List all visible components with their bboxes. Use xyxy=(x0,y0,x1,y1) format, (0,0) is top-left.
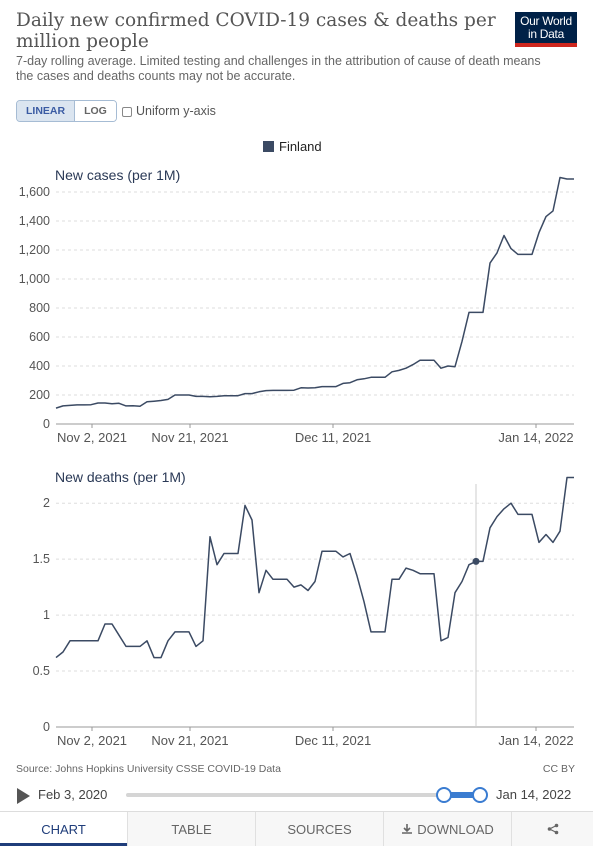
tab-share[interactable] xyxy=(511,812,593,846)
linear-scale-button[interactable]: LINEAR xyxy=(17,101,75,121)
series-line-finland[interactable] xyxy=(55,476,574,659)
x-tick-label: Nov 21, 2021 xyxy=(151,430,228,445)
x-tick-label: Nov 21, 2021 xyxy=(151,733,228,748)
x-tick-label: Nov 2, 2021 xyxy=(57,733,127,748)
chart-title: Daily new confirmed COVID-19 cases & dea… xyxy=(16,10,496,52)
tab-chart-label: CHART xyxy=(41,821,86,837)
scale-toggle: LINEAR LOG xyxy=(16,100,117,122)
timeline-end-handle[interactable] xyxy=(472,787,488,803)
tab-chart[interactable]: CHART xyxy=(0,812,127,846)
tab-download[interactable]: DOWNLOAD xyxy=(383,812,511,846)
y-tick-label: 1,200 xyxy=(19,243,50,257)
x-tick-label: Jan 14, 2022 xyxy=(498,430,573,445)
y-tick-label: 1,000 xyxy=(19,272,50,286)
legend-label-finland: Finland xyxy=(279,139,322,154)
panel-title-cases: New cases (per 1M) xyxy=(55,167,180,183)
play-icon[interactable] xyxy=(17,788,30,804)
x-tick-label: Dec 11, 2021 xyxy=(295,430,371,445)
share-icon xyxy=(547,823,558,835)
log-scale-button[interactable]: LOG xyxy=(74,101,116,121)
tab-sources-label: SOURCES xyxy=(287,821,352,837)
y-tick-label: 2 xyxy=(43,496,50,510)
logo-line-1: Our World xyxy=(520,14,572,28)
tab-sources[interactable]: SOURCES xyxy=(255,812,383,846)
download-icon xyxy=(402,824,413,834)
y-tick-label: 1.5 xyxy=(33,552,50,566)
timeline-start-handle[interactable] xyxy=(436,787,452,803)
x-tick-label: Dec 11, 2021 xyxy=(295,733,371,748)
y-tick-label: 0.5 xyxy=(33,664,50,678)
panel-title-deaths: New deaths (per 1M) xyxy=(55,469,186,485)
timeline-end-label: Jan 14, 2022 xyxy=(496,787,572,802)
source-note[interactable]: Source: Johns Hopkins University CSSE CO… xyxy=(16,763,281,775)
chart-subtitle: 7-day rolling average. Limited testing a… xyxy=(16,54,541,83)
timeline: Feb 3, 2020 Jan 14, 2022 xyxy=(0,785,593,807)
y-tick-label: 1,600 xyxy=(19,185,50,199)
tab-download-label: DOWNLOAD xyxy=(417,821,494,837)
y-tick-label: 0 xyxy=(43,417,50,431)
x-tick-label: Jan 14, 2022 xyxy=(498,733,573,748)
tab-table[interactable]: TABLE xyxy=(127,812,255,846)
series-line-finland[interactable] xyxy=(55,176,574,409)
legend[interactable]: Finland xyxy=(263,139,322,154)
timeline-track[interactable] xyxy=(126,793,482,797)
timeline-selected-range xyxy=(443,792,480,798)
hover-point[interactable] xyxy=(472,557,480,565)
logo-line-2: in Data xyxy=(528,27,564,41)
owid-logo[interactable]: Our World in Data xyxy=(515,12,577,47)
y-tick-label: 400 xyxy=(29,359,50,373)
y-tick-label: 600 xyxy=(29,330,50,344)
timeline-start-label: Feb 3, 2020 xyxy=(38,787,108,802)
license-link[interactable]: CC BY xyxy=(542,763,575,775)
uniform-y-axis-label: Uniform y-axis xyxy=(136,104,216,118)
y-tick-label: 0 xyxy=(43,720,50,734)
tab-table-label: TABLE xyxy=(171,821,212,837)
tab-bar: CHART TABLE SOURCES DOWNLOAD xyxy=(0,811,593,846)
uniform-y-axis-checkbox[interactable] xyxy=(122,107,132,117)
y-tick-label: 1 xyxy=(43,608,50,622)
legend-swatch xyxy=(263,141,274,152)
uniform-y-axis-toggle[interactable]: Uniform y-axis xyxy=(122,104,216,118)
y-tick-label: 200 xyxy=(29,388,50,402)
x-tick-label: Nov 2, 2021 xyxy=(57,430,127,445)
y-tick-label: 800 xyxy=(29,301,50,315)
y-tick-label: 1,400 xyxy=(19,214,50,228)
